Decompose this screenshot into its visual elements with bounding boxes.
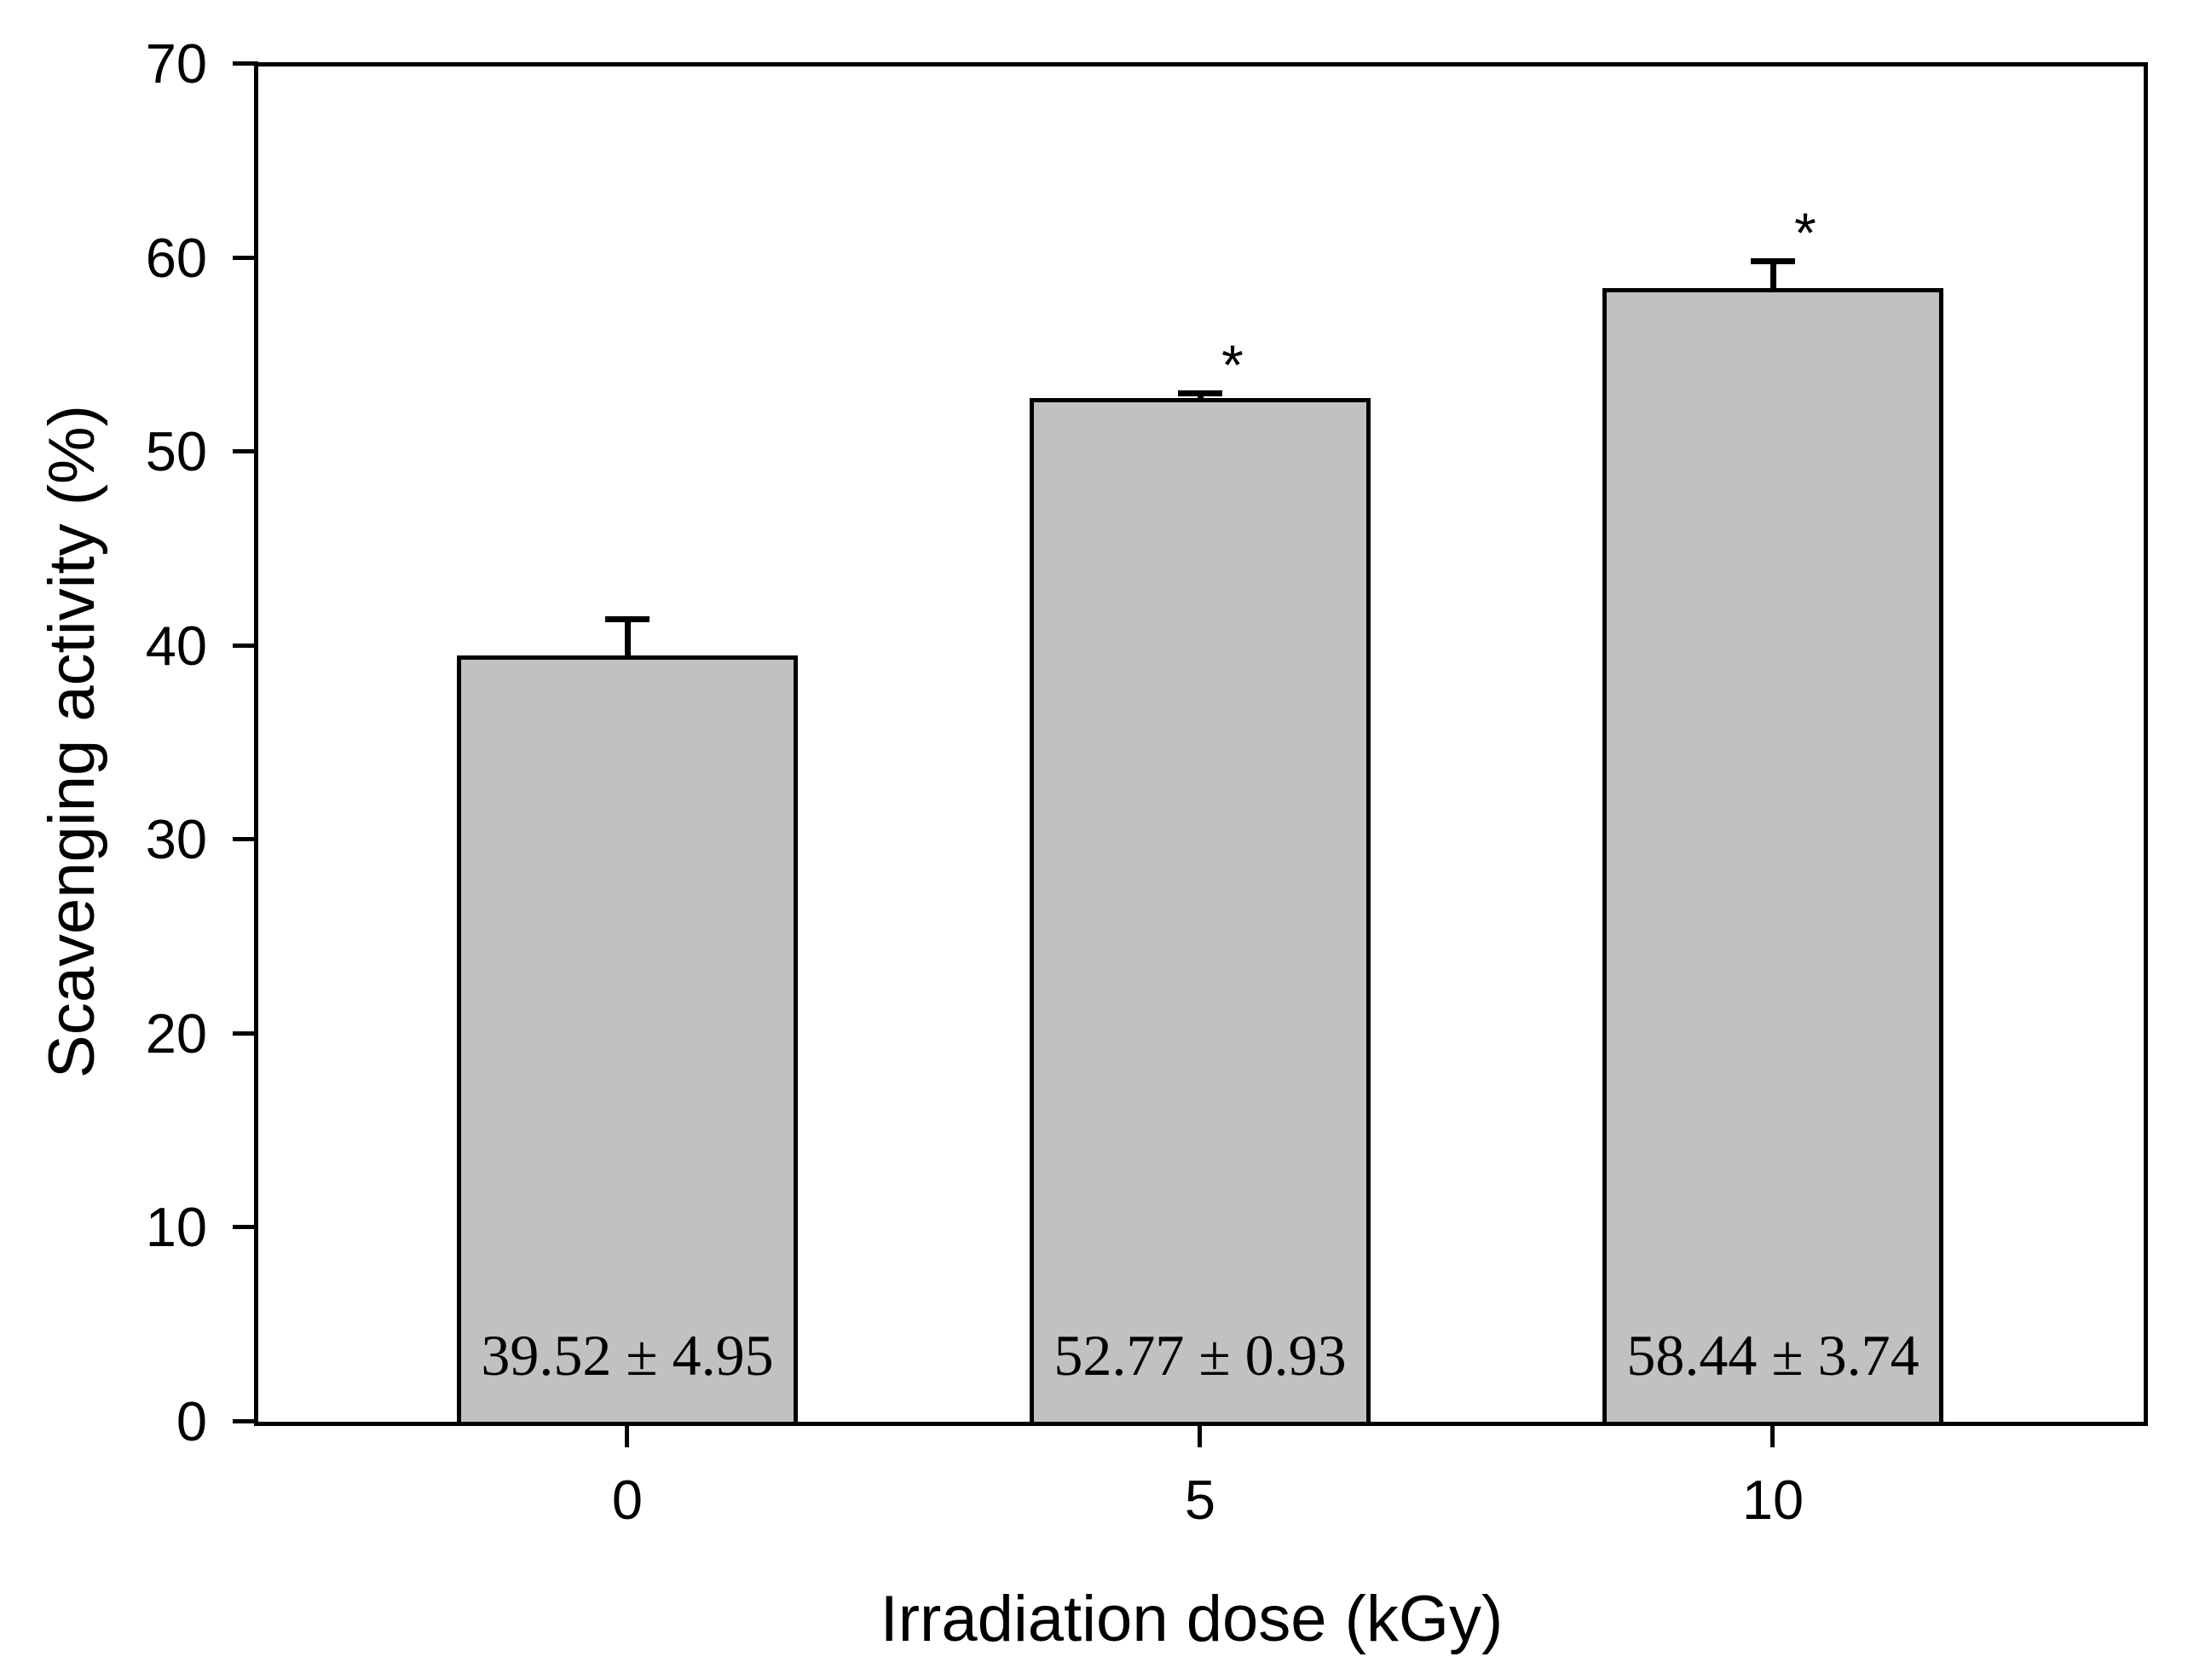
y-axis-tick bbox=[233, 255, 258, 260]
significance-asterisk: * bbox=[1794, 201, 1816, 265]
x-tick-label: 0 bbox=[611, 1469, 644, 1531]
x-axis-title: Irradiation dose (kGy) bbox=[880, 1583, 1504, 1655]
x-axis-tick bbox=[1770, 1422, 1775, 1447]
error-bar-whisker bbox=[624, 622, 631, 660]
bar bbox=[457, 655, 798, 1422]
bar-value-label: 39.52 ± 4.95 bbox=[481, 1323, 774, 1388]
x-tick-label: 5 bbox=[1184, 1469, 1216, 1531]
y-tick-label: 0 bbox=[176, 1390, 207, 1452]
error-bar-whisker bbox=[1197, 396, 1204, 403]
error-bar-whisker bbox=[1769, 264, 1776, 293]
error-bar-cap bbox=[605, 616, 649, 623]
y-tick-label: 60 bbox=[145, 226, 207, 289]
error-bar-cap bbox=[1751, 258, 1795, 265]
y-axis-tick bbox=[233, 1419, 258, 1423]
y-axis-tick bbox=[233, 61, 258, 66]
error-bar-cap bbox=[1178, 390, 1222, 397]
y-axis-tick bbox=[233, 1225, 258, 1230]
y-tick-label: 30 bbox=[145, 808, 207, 871]
y-axis-tick bbox=[233, 1031, 258, 1036]
x-tick-label: 10 bbox=[1741, 1469, 1804, 1531]
y-tick-label: 70 bbox=[145, 32, 207, 95]
bar-value-label: 52.77 ± 0.93 bbox=[1054, 1323, 1347, 1388]
x-axis-tick bbox=[1198, 1422, 1202, 1447]
bar-value-label: 58.44 ± 3.74 bbox=[1626, 1323, 1920, 1388]
y-axis-title: Scavenging activity (%) bbox=[36, 405, 108, 1078]
y-axis-tick bbox=[233, 643, 258, 648]
y-axis-tick bbox=[233, 449, 258, 454]
y-tick-label: 10 bbox=[145, 1196, 207, 1259]
y-tick-label: 40 bbox=[145, 614, 207, 677]
bar bbox=[1602, 288, 1943, 1422]
y-tick-label: 50 bbox=[145, 420, 207, 483]
y-axis-tick bbox=[233, 837, 258, 842]
x-axis-tick bbox=[625, 1422, 629, 1447]
bar bbox=[1030, 398, 1371, 1422]
significance-asterisk: * bbox=[1221, 333, 1244, 397]
y-tick-label: 20 bbox=[145, 1002, 207, 1065]
